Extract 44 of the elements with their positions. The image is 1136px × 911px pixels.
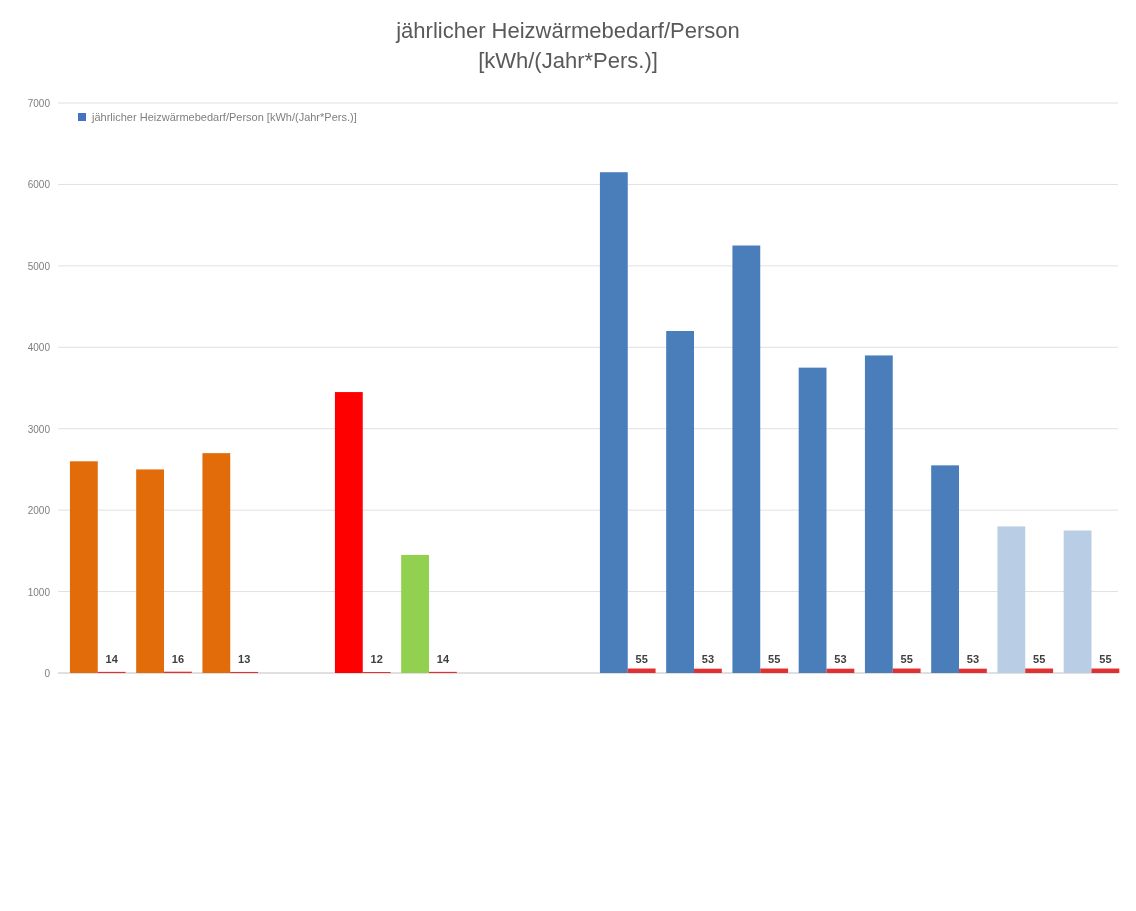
data-label: 55: [635, 653, 648, 665]
data-label: 12: [370, 653, 383, 665]
bar: [732, 245, 761, 673]
data-label: 53: [966, 653, 980, 665]
bar: [1063, 530, 1092, 673]
bar: [69, 461, 98, 673]
data-label: 55: [1033, 653, 1046, 665]
y-tick-label: 2000: [27, 505, 51, 517]
bar: [202, 453, 231, 673]
y-tick-label: 1000: [27, 586, 51, 598]
bar: [599, 172, 628, 673]
chart-title: jährlicher Heizwärmebedarf/Person: [395, 18, 740, 43]
bar: [694, 668, 722, 673]
bar: [798, 367, 827, 673]
bar: [892, 668, 921, 673]
y-tick-label: 0: [44, 668, 51, 679]
data-label: 53: [834, 653, 847, 665]
bar: [136, 469, 164, 673]
data-label: 14: [105, 653, 119, 665]
bar: [1025, 668, 1054, 673]
bar: [997, 526, 1026, 673]
bar: [760, 668, 789, 673]
data-label: 55: [1099, 653, 1112, 665]
bar: [959, 668, 987, 673]
bar: [334, 392, 363, 673]
data-label: 53: [701, 653, 715, 665]
chart-subtitle: [kWh/(Jahr*Pers.)]: [478, 48, 658, 73]
y-tick-label: 3000: [27, 423, 51, 435]
legend-label: jährlicher Heizwärmebedarf/Person [kWh/(Jahr*Pers.)]: [91, 111, 357, 123]
y-tick-label: 6000: [27, 179, 51, 191]
data-label: 55: [768, 653, 781, 665]
y-tick-label: 5000: [27, 260, 51, 272]
data-label: 13: [238, 653, 251, 665]
data-label: 55: [900, 653, 913, 665]
bar: [864, 355, 893, 673]
bar: [401, 554, 429, 673]
y-tick-label: 4000: [27, 342, 51, 354]
bar: [826, 668, 855, 673]
bar: [627, 668, 656, 673]
bar: [666, 331, 694, 673]
bar: [931, 465, 959, 673]
data-label: 14: [436, 653, 450, 665]
data-label: 16: [171, 653, 185, 665]
y-tick-label: 7000: [27, 98, 51, 109]
